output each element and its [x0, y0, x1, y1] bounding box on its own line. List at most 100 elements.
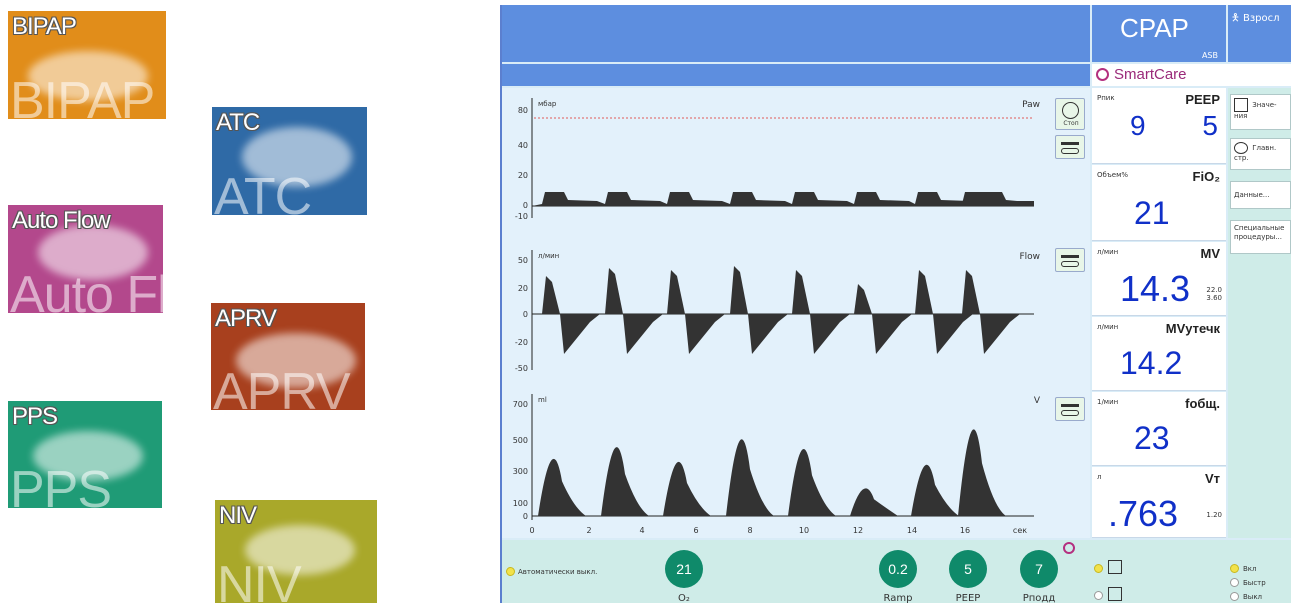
vt-value: .763 [1108, 493, 1179, 534]
fio2-value: 21 [1134, 195, 1170, 231]
curve-select-button-2[interactable] [1055, 248, 1085, 272]
time-tick-label: 12 [853, 526, 863, 535]
tile-ghost-text: Auto Flo [10, 266, 163, 313]
curve-select-button-1[interactable] [1055, 135, 1085, 159]
tile-ghost-text: NIV [217, 556, 302, 603]
time-tick-label: 16 [960, 526, 970, 535]
main-page-button-label: Главн. стр. [1234, 144, 1277, 162]
y-tick-label: 0 [523, 512, 528, 521]
tile-label: NIV [219, 502, 257, 529]
right-menu: Значе-ния Главн. стр. Данные... Специаль… [1228, 88, 1291, 538]
measurement-name: FiO₂ [1192, 169, 1220, 184]
special-procedures-button[interactable]: Специальные процедуры... [1230, 220, 1291, 254]
volume-waveform [850, 488, 898, 516]
values-button[interactable]: Значе-ния [1230, 94, 1291, 130]
mode-tile-niv[interactable]: NIV NIV [215, 500, 377, 603]
cloud-decoration [33, 431, 143, 481]
curve-icon [1061, 148, 1079, 154]
tile-ghost-text: APRV [213, 363, 351, 410]
mode-tile-bipap[interactable]: BIPAP BIPAP [8, 11, 166, 119]
y-tick-label: 80 [518, 106, 528, 115]
flow-inspiration [542, 276, 560, 314]
mode-tile-auto-flow[interactable]: Auto Flo Auto Flow [8, 205, 163, 313]
mode-tile-aprv[interactable]: APRV APRV [211, 303, 365, 410]
mode-tile-atc[interactable]: ATC ATC [212, 107, 367, 215]
time-tick-label: 6 [693, 526, 698, 535]
curve-icon [1061, 404, 1079, 407]
volume-waveform [788, 449, 836, 516]
pressure-waveform [532, 192, 1034, 206]
psupport-knob-label: Pподд [1022, 593, 1056, 603]
y-tick-label: -20 [515, 338, 528, 347]
flow-expiration [748, 314, 788, 354]
tile-ghost-text: ATC [214, 168, 312, 215]
mv-high-limit: 22.0 [1206, 286, 1222, 294]
top-bar [502, 5, 1090, 62]
psupport-knob[interactable]: 7 [1020, 550, 1058, 588]
patient-type-label: Взросл [1243, 13, 1280, 24]
freeze-icon [1062, 102, 1079, 119]
y-tick-label: 0 [523, 310, 528, 319]
waveform-area: 80 40 20 0 -10 мбар Paw 50 20 0 -20 -50 л/мин Flow 700… [502, 88, 1090, 538]
curve-icon [1061, 261, 1079, 267]
right-option-2: Быстр [1243, 579, 1266, 587]
curve-icon [1061, 410, 1079, 416]
right-radio-icon[interactable] [1230, 578, 1239, 587]
flow-expiration [685, 314, 725, 354]
mode-tile-pps[interactable]: PPS PPS [8, 401, 162, 508]
y-tick-label: -10 [515, 212, 528, 221]
y-tick-label: 300 [513, 467, 528, 476]
y-tick-label: 100 [513, 499, 528, 508]
peep-knob[interactable]: 5 [949, 550, 987, 588]
flow-expiration [623, 314, 663, 354]
data-button-label: Данные... [1234, 191, 1270, 199]
mode-indicator[interactable]: CPAP ASB [1092, 5, 1226, 62]
measurement-name: MV [1200, 246, 1221, 261]
measurement-ppeak-peep[interactable]: Pпик PEEP 9 5 [1092, 88, 1226, 164]
right-radio-icon[interactable] [1230, 592, 1239, 601]
smartcare-bar[interactable]: SmartCare [1092, 64, 1291, 86]
smartcare-label: SmartCare [1114, 66, 1187, 83]
freeze-button[interactable]: Стоп [1055, 98, 1085, 130]
plot-unit-label: мбар [538, 100, 557, 108]
measurement-mv-leak[interactable]: л/мин MVутечк 14.2 [1092, 317, 1226, 391]
measurement-mv[interactable]: л/мин MV 14.3 22.0 3.60 [1092, 242, 1226, 316]
measurement-name: PEEP [1185, 92, 1220, 107]
flow-inspiration [605, 268, 623, 314]
measurement-unit: Pпик [1097, 94, 1115, 102]
volume-waveform [538, 458, 586, 516]
values-button-label: Значе-ния [1234, 101, 1277, 120]
flow-inspiration [730, 266, 748, 314]
time-tick-label: 4 [639, 526, 644, 535]
mv-low-limit: 3.60 [1206, 294, 1222, 302]
auto-off-label: Автоматически выкл. [518, 568, 598, 576]
tube-icon[interactable] [1108, 560, 1122, 574]
y-tick-label: 50 [518, 256, 528, 265]
values-icon [1234, 98, 1248, 112]
o2-knob-label: O₂ [678, 593, 690, 603]
measurement-unit: л [1097, 473, 1102, 481]
right-radio-on-icon[interactable] [1230, 564, 1239, 573]
y-tick-label: 0 [523, 201, 528, 210]
data-button[interactable]: Данные... [1230, 181, 1291, 209]
volume-waveform [958, 429, 1006, 516]
radio-icon[interactable] [1094, 591, 1103, 600]
ramp-knob[interactable]: 0.2 [879, 550, 917, 588]
right-option-3: Выкл [1243, 593, 1263, 601]
y-tick-label: 40 [518, 141, 528, 150]
sub-bar [502, 64, 1090, 86]
main-page-button[interactable]: Главн. стр. [1230, 138, 1291, 170]
o2-knob[interactable]: 21 [665, 550, 703, 588]
measurement-f-total[interactable]: 1/мин fобщ. 23 [1092, 392, 1226, 466]
patient-type[interactable]: 🯅 Взросл [1228, 5, 1291, 62]
curve-select-button-3[interactable] [1055, 397, 1085, 421]
tile-label: ATC [216, 109, 260, 136]
measurement-fio2[interactable]: Объем% FiO₂ 21 [1092, 165, 1226, 241]
f-total-value: 23 [1134, 420, 1170, 456]
flow-inspiration [667, 270, 685, 314]
time-tick-label: 8 [747, 526, 752, 535]
mask-icon[interactable] [1108, 587, 1122, 601]
auto-indicator-icon [506, 567, 515, 576]
measurement-vt[interactable]: л Vт .763 1.20 [1092, 467, 1226, 538]
